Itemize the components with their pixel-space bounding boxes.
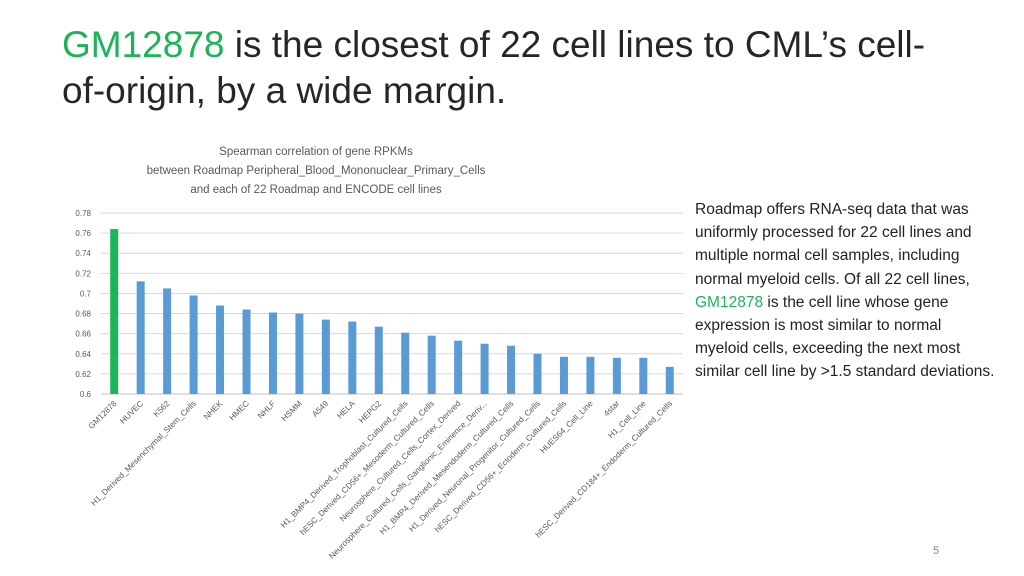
- y-tick-label: 0.62: [75, 370, 91, 379]
- x-tick-label: Neurosphere_Cultured_Cells_Cortex_Derive…: [338, 399, 463, 524]
- bar: [321, 319, 330, 394]
- x-tick-label: NHEK: [202, 399, 225, 422]
- title-rest: is the closest of 22 cell lines to CML’s…: [62, 24, 926, 111]
- bar: [586, 356, 595, 394]
- bar: [480, 343, 489, 394]
- bar: [639, 357, 648, 394]
- bar: [612, 357, 621, 394]
- x-tick-label: HUVEC: [118, 399, 145, 426]
- chart-title-line-2: between Roadmap Peripheral_Blood_Mononuc…: [146, 165, 486, 177]
- x-tick-label: HSMM: [280, 399, 304, 423]
- bar: [427, 335, 436, 394]
- bar: [136, 281, 145, 394]
- bar: [533, 353, 542, 394]
- bar: [665, 366, 674, 394]
- page-number: 5: [933, 545, 940, 557]
- title-highlight: GM12878: [62, 24, 225, 65]
- y-tick-label: 0.74: [75, 249, 91, 258]
- x-tick-label: HELA: [335, 399, 357, 421]
- y-tick-label: 0.76: [75, 229, 91, 238]
- bar: [216, 305, 225, 394]
- y-tick-label: 0.68: [75, 310, 91, 319]
- bar: [242, 309, 251, 394]
- y-tick-label: 0.64: [75, 350, 91, 359]
- bar: [110, 229, 119, 394]
- bar: [348, 321, 357, 394]
- x-tick-label: HEPG2: [357, 399, 383, 425]
- bar: [401, 332, 410, 394]
- y-tick-label: 0.72: [75, 269, 91, 278]
- slide-title: GM12878 is the closest of 22 cell lines …: [62, 22, 962, 114]
- y-tick-label: 0.66: [75, 330, 91, 339]
- bar: [559, 356, 568, 394]
- x-tick-label: HUES64_Cell_Line: [539, 399, 596, 456]
- x-tick-label: HMEC: [228, 399, 251, 422]
- bar: [454, 340, 463, 394]
- description-text: Roadmap offers RNA-seq data that was uni…: [695, 198, 995, 384]
- description-part-1: Roadmap offers RNA-seq data that was uni…: [695, 201, 972, 288]
- chart-title-line-1: Spearman correlation of gene RPKMs: [219, 146, 413, 158]
- x-tick-label: hESC_Derived_CD184+_Endoderm_Cultured_Ce…: [534, 399, 674, 539]
- bar: [268, 312, 277, 394]
- description-part-2: is the cell line whose gene expression i…: [695, 293, 995, 381]
- x-tick-label: GM12878: [87, 399, 119, 431]
- description-highlight: GM12878: [695, 293, 764, 311]
- x-tick-label: NHLF: [256, 399, 277, 420]
- y-tick-label: 0.7: [80, 289, 92, 298]
- bar: [374, 326, 383, 394]
- chart-title: Spearman correlation of gene RPKMs betwe…: [60, 143, 572, 200]
- bar: [507, 345, 516, 394]
- x-tick-label: 4star: [602, 399, 621, 418]
- bar: [163, 288, 172, 394]
- bar: [189, 295, 198, 394]
- bar: [295, 313, 304, 394]
- x-tick-label: A549: [310, 399, 330, 419]
- x-tick-label: K562: [152, 399, 172, 419]
- y-tick-label: 0.6: [80, 390, 92, 399]
- chart-title-line-3: and each of 22 Roadmap and ENCODE cell l…: [190, 184, 442, 196]
- y-tick-label: 0.78: [75, 209, 91, 218]
